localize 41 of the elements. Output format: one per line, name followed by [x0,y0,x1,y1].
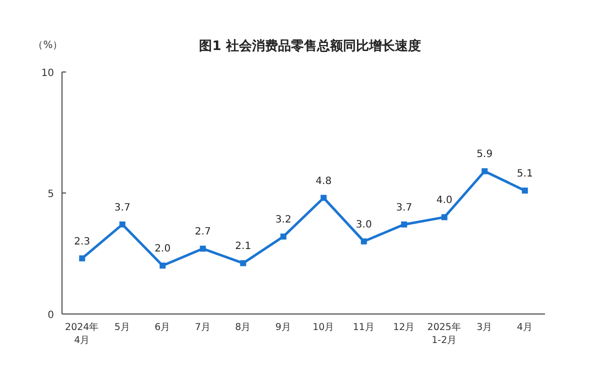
x-tick-label: 7月 [194,322,211,333]
y-tick-label: 10 [41,68,54,79]
x-tick-label: 4月 [516,322,533,333]
point [482,168,488,174]
data-label: 3.2 [275,214,292,226]
point [160,262,166,269]
x-tick-label: 10月 [312,322,335,333]
x-tick-label: 6月 [154,322,171,333]
y-tick-label: 0 [48,310,54,321]
data-label: 3.7 [114,202,130,214]
point [320,194,327,201]
y-axis-title: （%） [33,40,63,51]
data-label: 2.7 [194,226,211,238]
x-tick-label: 5月 [114,322,130,333]
x-tick-label: 2024年 4月 [65,321,100,346]
data-label: 4.8 [316,176,332,187]
data-label: 3.0 [356,219,372,230]
point [79,255,86,262]
point [240,260,246,266]
x-tick-label: 3月 [476,322,493,333]
x-tick-label: 2025年 1-2月 [427,321,462,346]
chart-title: 图1 社会消费品零售总额同比增长速度 [199,38,421,54]
point [200,246,206,252]
x-tick-label: 12月 [393,322,416,333]
x-tick-label: 9月 [275,322,292,333]
data-label: 3.7 [396,202,412,214]
point [280,234,286,240]
data-label: 4.0 [436,195,452,206]
data-label: 5.1 [516,168,533,180]
point [360,238,367,244]
x-tick-label: 8月 [235,322,252,333]
data-label: 5.9 [476,149,493,160]
point [441,214,448,220]
data-label: 2.3 [74,236,90,248]
data-label: 2.1 [235,241,252,252]
data-label: 2.0 [154,244,171,255]
point [522,188,528,194]
point [401,221,408,228]
y-tick-label: 5 [48,189,54,200]
point [119,221,126,228]
x-tick-label: 11月 [352,322,375,333]
